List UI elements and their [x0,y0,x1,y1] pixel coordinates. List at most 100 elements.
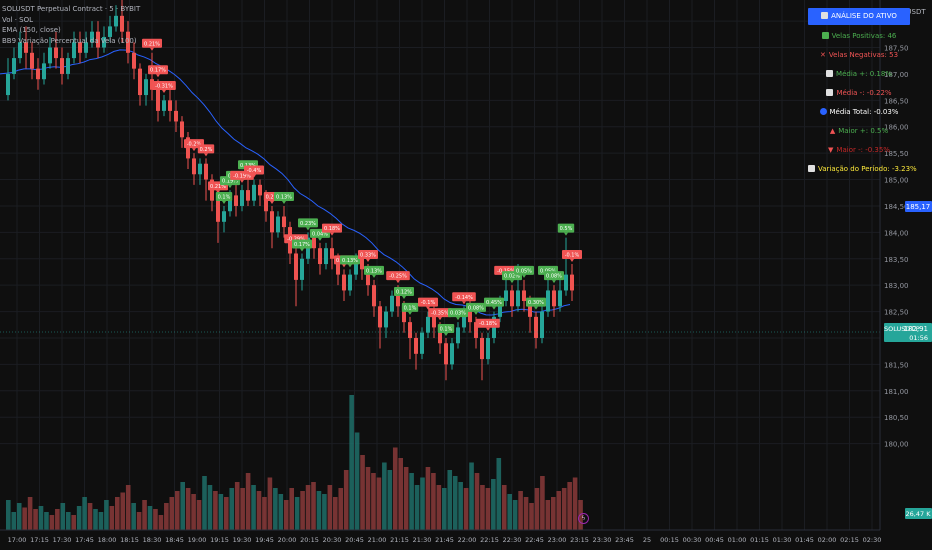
volume-bar [93,509,98,530]
panel-title: ANÁLISE DO ATIVO [831,12,897,20]
candle-body [18,42,22,59]
calendar-icon [808,165,815,172]
candle-body [354,258,358,275]
price-axis[interactable] [880,0,932,550]
volume-bar [262,497,267,530]
percent-label: 0.23% [298,218,318,231]
ema-line [0,49,571,316]
candle-body [312,237,316,249]
candle-body [126,31,130,53]
candle-body [270,211,274,233]
volume-bar [207,485,213,530]
volume-bar [360,455,365,530]
percent-label-text: -0.4% [247,168,262,174]
time-tick-label: 22:45 [525,536,544,544]
candle-body [336,258,340,275]
percent-label-pointer [402,296,406,300]
percent-label-box [514,265,534,275]
candle-body [366,269,370,286]
countdown: 01:56 [909,334,928,342]
candle-body [534,316,538,338]
percent-label-text: 0.21% [144,41,160,47]
volume-bar [71,515,76,530]
percent-label-text: -0.14% [455,295,473,301]
time-tick-label: 00:30 [683,536,702,544]
circle-icon [819,108,827,115]
price-tick-label: 185,50 [884,150,909,158]
percent-label-pointer [444,332,448,336]
time-tick-label: 17:30 [53,536,72,544]
panel-max-pos: ▲ Maior +: 0.5% [808,122,910,141]
candle-body [348,274,352,291]
percent-label-box [437,323,455,333]
candle-body [438,327,442,344]
panel-period: Variação do Período: -3.23% [808,160,917,179]
percent-label-pointer [192,148,196,152]
time-tick-label: 21:15 [390,536,409,544]
candle-body [564,274,568,291]
volume-bar [283,500,289,530]
percent-label-pointer [150,47,154,51]
candle-body [360,258,364,270]
percent-label-box [322,223,342,233]
triangle-down-icon: ▼ [828,146,834,154]
candle-body [228,195,232,212]
percent-label-pointer [162,90,166,94]
lightning-icon[interactable]: ϟ [578,513,589,524]
volume-bar [387,470,393,530]
percent-label-pointer [522,274,526,278]
volume-bar [196,500,202,530]
volume-bar [572,477,578,530]
legend-volume[interactable]: Vol · SOL [2,15,34,24]
time-tick-label: 20:00 [278,536,297,544]
percent-label-text: 0.02% [504,274,520,280]
percent-label-pointer [474,311,478,315]
candle-body [108,26,112,37]
volume-bar [398,458,403,530]
axis-currency: USDT [906,8,926,16]
volume-bar [333,497,338,530]
volume-bar [556,491,562,530]
candle-body [264,195,268,212]
volume-bar [16,503,22,530]
percent-label-pointer [216,190,220,194]
legend-ema[interactable]: EMA (150, close) [2,26,61,34]
candle-body [144,79,148,96]
candle-body [474,322,478,338]
price-tick-label: 186,00 [884,124,909,132]
candle-body [372,285,376,307]
percent-label: 0.08% [544,271,564,284]
percent-label-text: 0.04% [312,231,328,237]
volume-bars [6,395,583,530]
time-tick-label: 01:30 [773,536,792,544]
percent-label: -0.25% [386,271,410,284]
percent-label-pointer [438,317,442,321]
candle-body [390,295,394,312]
percent-label-pointer [492,306,496,310]
time-tick-label: 17:15 [30,536,49,544]
candle-body [318,248,322,265]
percent-label-pointer [318,237,322,241]
candle-body [78,42,82,53]
percent-label: -0.18% [476,318,500,331]
percent-label-box [526,297,546,307]
legend-symbol[interactable]: SOLUSDT Perpetual Contract · 5 · BYBIT [2,5,141,13]
cross-icon: ✕ [819,51,826,59]
legend-indicator[interactable]: BB9 Variação Percentual da Vela (100) [2,36,137,45]
candle-body [240,190,244,206]
percent-label-box [418,297,438,307]
time-tick-label: 21:00 [368,536,387,544]
percent-label: 0.1% [401,302,419,315]
panel-header: ANÁLISE DO ATIVO [808,8,910,25]
percent-label: -0.31% [152,81,176,94]
volume-bar [485,488,491,530]
time-tick-label: 02:15 [840,536,859,544]
time-tick-label: 02:00 [818,536,837,544]
candle-body [180,121,184,138]
percent-label-pointer [534,306,538,310]
volume-bar [409,473,414,530]
volume-bar [245,473,251,530]
volume-bar [6,500,11,530]
time-axis[interactable] [0,530,932,550]
